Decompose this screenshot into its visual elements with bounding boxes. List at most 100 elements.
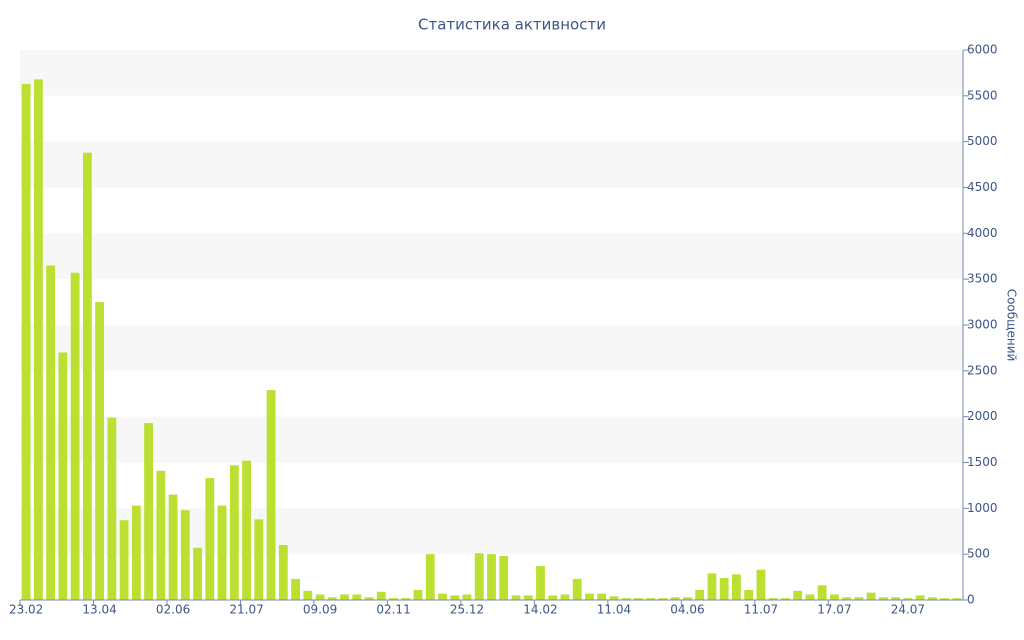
bar [695,589,705,600]
bar [352,594,362,600]
bar [609,596,619,600]
bar [952,598,962,600]
x-tick-label: 09.09 [303,603,337,617]
bar [830,594,839,600]
bar [95,302,105,600]
bar [327,597,337,600]
bar [548,595,558,600]
bar [291,578,300,600]
bar [168,494,178,600]
x-tick-label: 02.06 [156,603,190,617]
bar [425,554,435,600]
bar [401,598,411,600]
bar [217,505,227,600]
bar [621,598,631,600]
x-tick-label: 11.07 [744,603,778,617]
grid-band [20,141,963,188]
y-tick-label: 1500 [967,455,998,469]
bar [891,597,901,600]
bar [842,597,852,600]
x-tick-label: 23.02 [9,603,43,617]
bar [315,594,325,600]
chart-title: Статистика активности [418,16,606,34]
x-tick-label: 13.04 [82,603,116,617]
bar [597,593,607,600]
bar [438,593,447,600]
bar [707,573,717,600]
y-tick-label: 6000 [967,43,998,57]
bar [523,595,533,600]
bar [658,598,668,600]
bar [58,352,68,600]
x-tick-label: 11.04 [597,603,631,617]
x-tick-label: 24.07 [891,603,925,617]
bar [389,598,398,600]
bar [144,423,153,600]
bar [646,598,656,600]
bar [781,598,790,600]
bar [940,598,950,600]
bar [499,556,509,600]
y-tick-label: 2500 [967,363,998,377]
bar [732,574,741,600]
bar [585,593,594,600]
bar [303,590,313,600]
x-tick-label: 25.12 [450,603,484,617]
y-tick-label: 2000 [967,409,998,423]
x-tick-label: 17.07 [817,603,851,617]
bar [340,594,349,600]
bar [107,417,117,600]
bar [82,152,92,600]
bar [719,578,729,600]
y-tick-label: 500 [967,547,990,561]
bar [683,597,692,600]
bar [376,591,386,600]
bar [487,554,496,600]
y-tick-label: 5000 [967,134,998,148]
bar [193,547,202,600]
x-tick-label: 02.11 [376,603,410,617]
bar [756,569,766,600]
bar [634,598,643,600]
x-tick-label: 21.07 [229,603,263,617]
bar [450,595,460,600]
bar [21,83,31,600]
bar [768,598,778,600]
bar [70,272,80,600]
bar [474,553,484,600]
bar [131,505,141,600]
y-tick-label: 4500 [967,180,998,194]
y-tick-label: 1000 [967,501,998,515]
bar [254,519,264,600]
y-axis-label: Сообщений [1005,289,1019,362]
bar [744,589,754,600]
bar [536,566,545,600]
y-tick-label: 4000 [967,226,998,240]
bar [205,478,215,600]
y-tick-label: 5500 [967,88,998,102]
grid-band [20,233,963,280]
bar [854,597,864,600]
y-tick-label: 0 [967,593,975,607]
bar [462,594,472,600]
grid-band [20,416,963,463]
bar [33,79,43,601]
x-tick-label: 04.06 [670,603,704,617]
bar [364,597,374,600]
bar [278,545,288,600]
bar [670,597,680,600]
x-tick-label: 14.02 [523,603,557,617]
grid-band [20,50,963,96]
y-tick-label: 3500 [967,272,998,286]
bar [817,585,827,600]
bar [119,520,129,600]
grid-band [20,325,963,371]
bar [927,597,937,600]
bar [560,594,570,600]
bar [46,265,56,600]
bar [180,510,190,600]
bar [242,460,251,600]
bar [793,590,803,600]
bar [413,589,423,600]
